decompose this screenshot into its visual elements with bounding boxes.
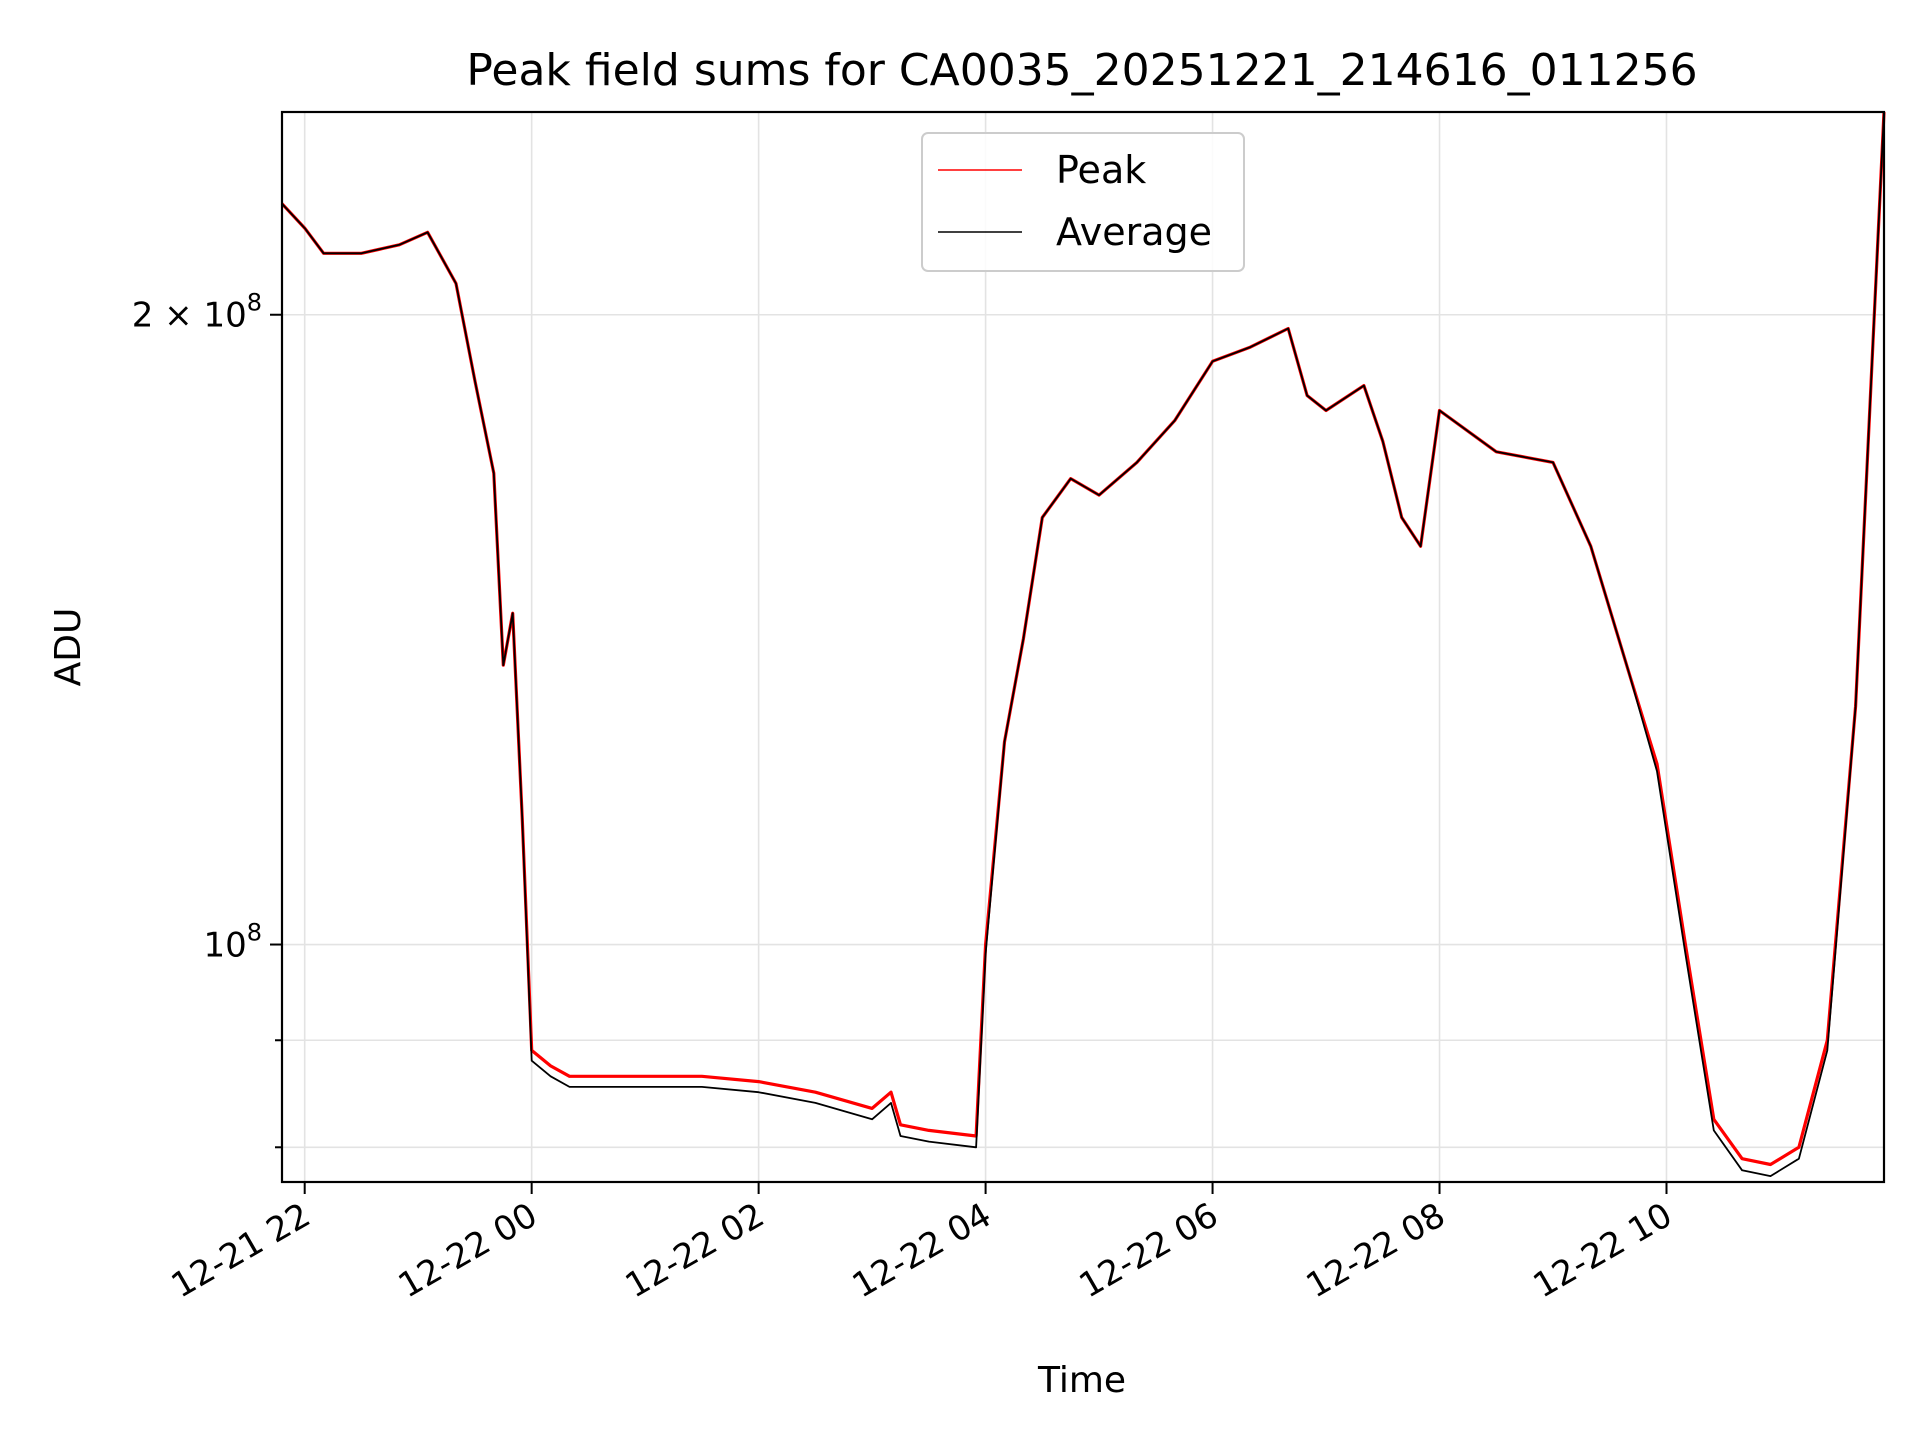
legend-label-peak: Peak xyxy=(1056,148,1146,192)
y-tick-label: 108 xyxy=(203,919,262,966)
y-tick-label: 2 × 108 xyxy=(132,289,262,336)
legend-label-average: Average xyxy=(1056,210,1212,254)
series-lines xyxy=(280,111,1886,1177)
chart-title: Peak field sums for CA0035_20251221_2146… xyxy=(466,45,1697,96)
y-axis-label: ADU xyxy=(48,608,89,687)
series-line-average xyxy=(281,111,1885,1177)
y-axis: 108 2 × 108 xyxy=(132,289,282,1149)
grid xyxy=(282,112,1884,1182)
x-axis-label: Time xyxy=(1037,1360,1126,1401)
legend: Peak Average xyxy=(921,132,1245,272)
plot-frame xyxy=(280,110,1886,1184)
legend-box xyxy=(921,132,1245,272)
